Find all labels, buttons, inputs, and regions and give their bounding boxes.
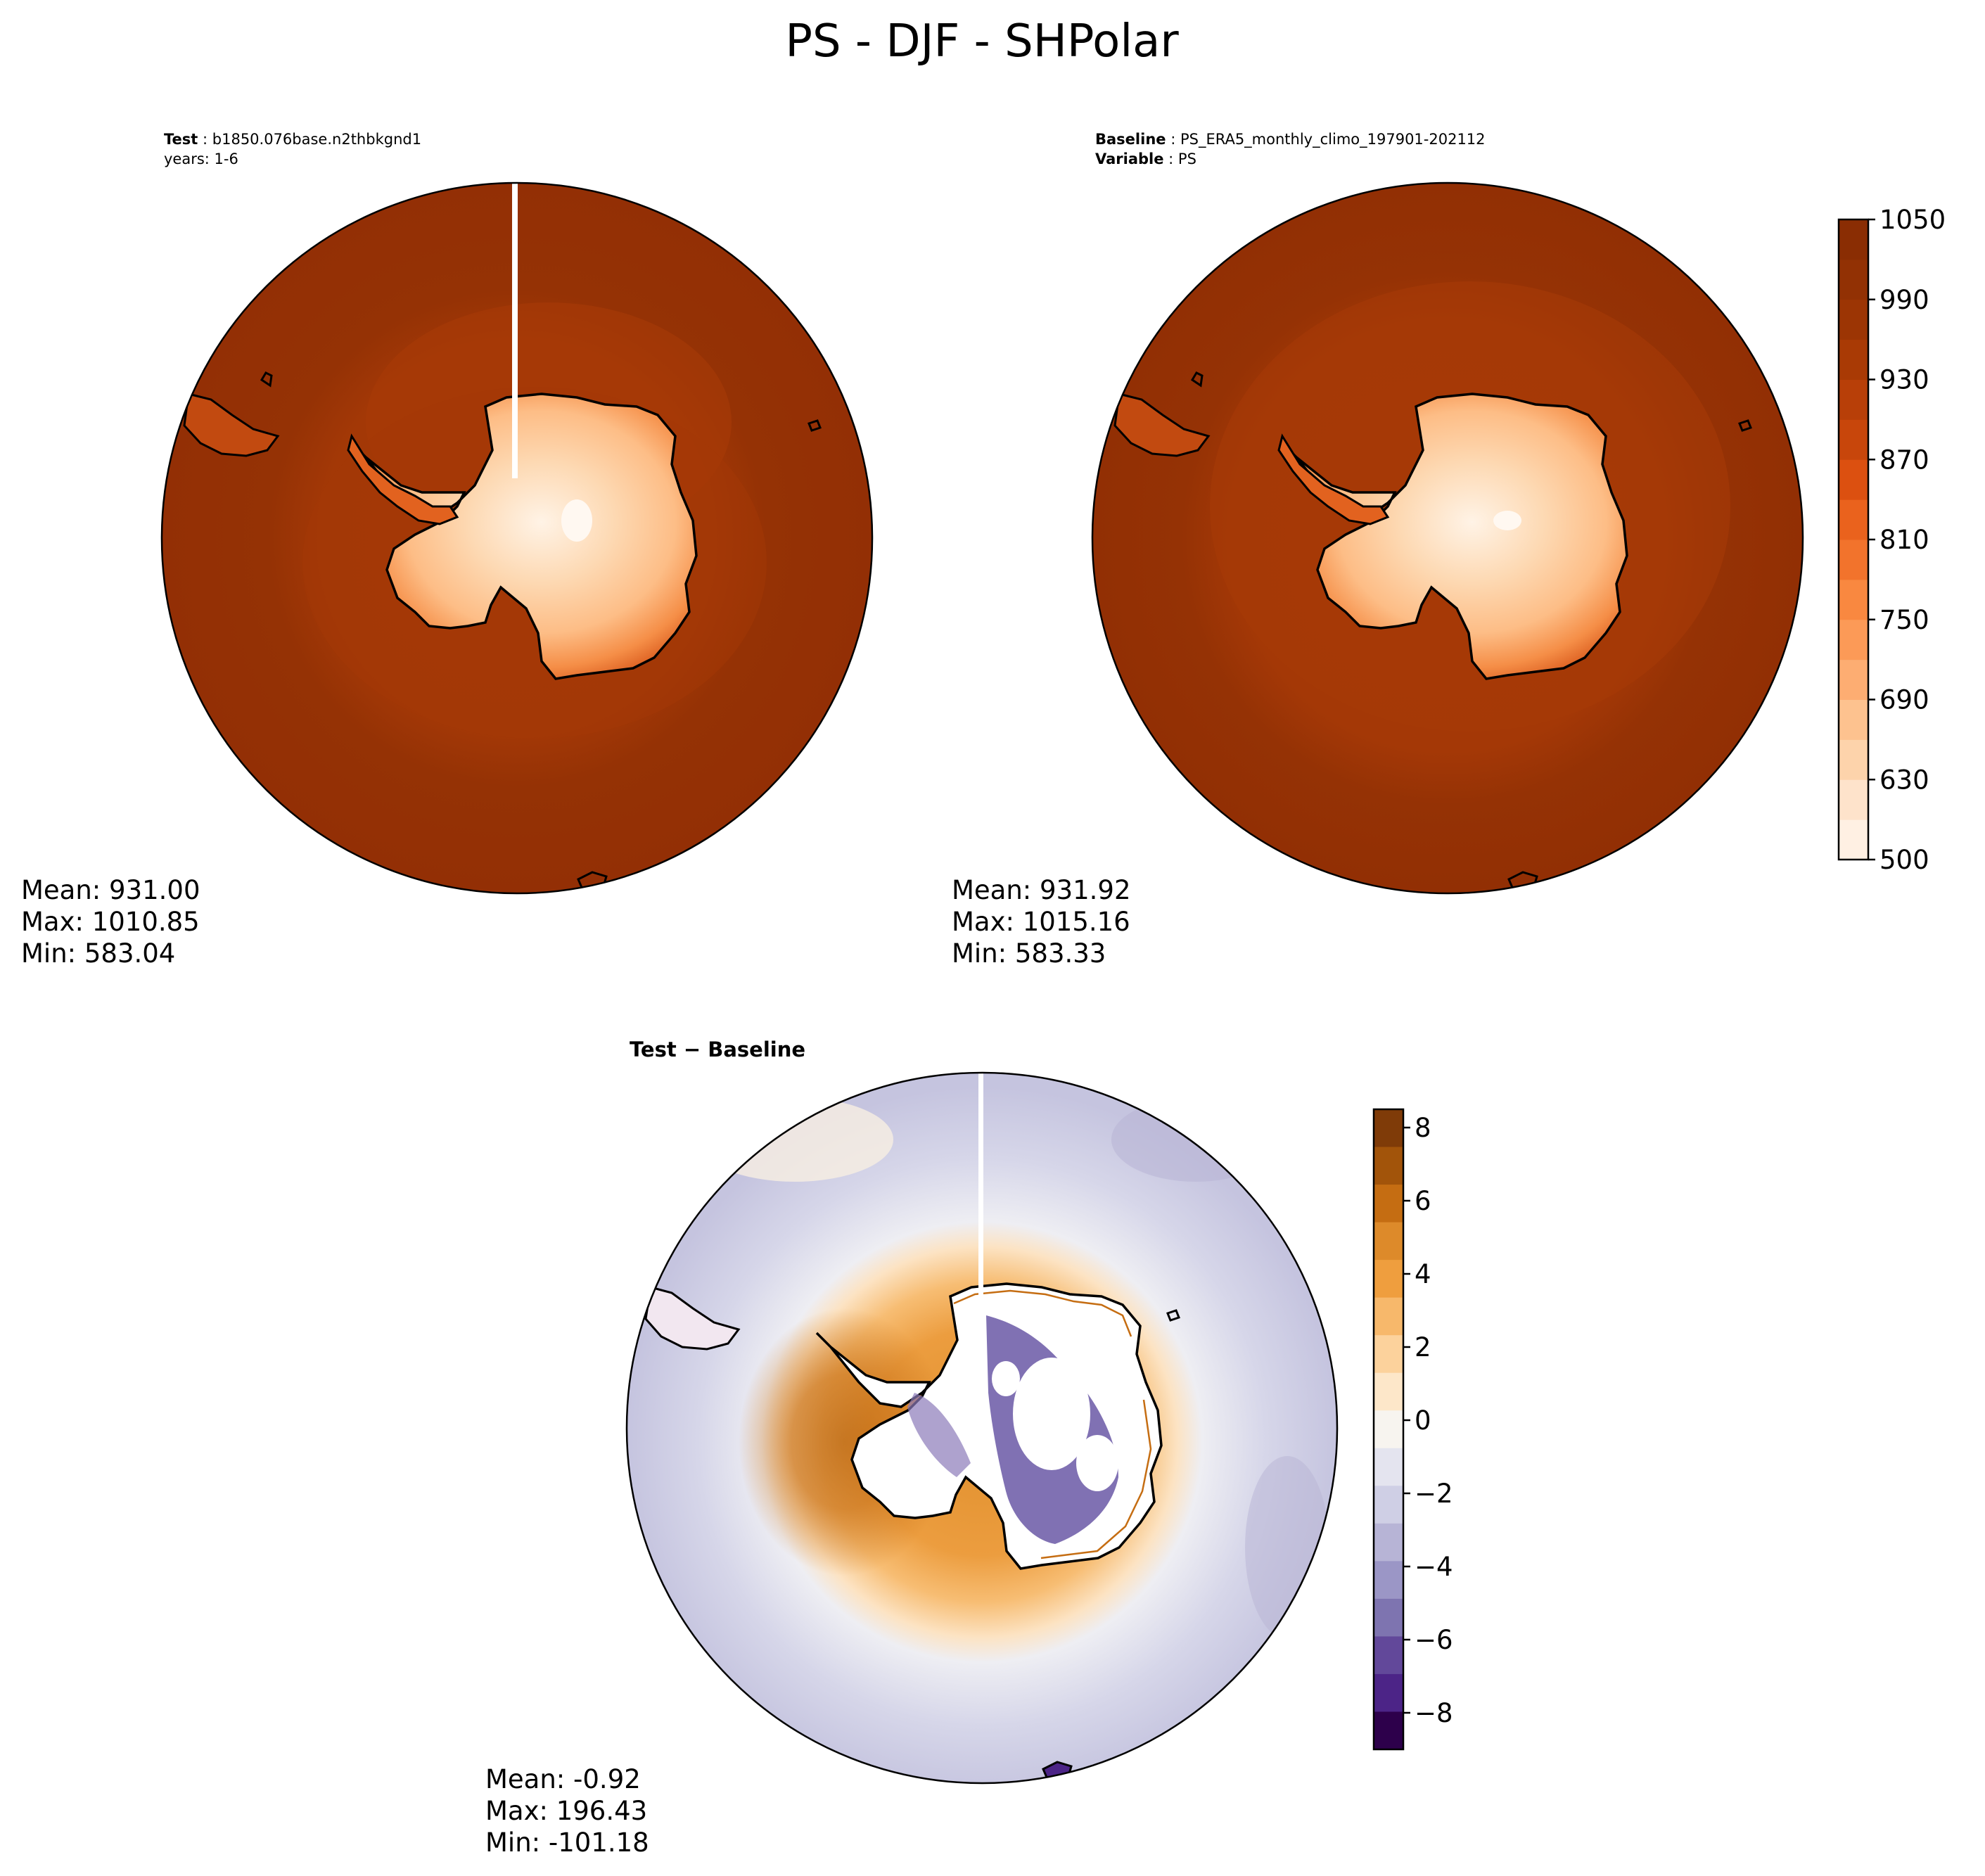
panel-baseline-header-line2: Variable : PS (1095, 151, 1196, 167)
panel-difference-header: Test − Baseline (630, 1038, 805, 1061)
panel-baseline-map (1092, 183, 1803, 893)
panel-difference-stat-max: Max: 196.43 (485, 1796, 647, 1826)
panel-test-stat-mean: Mean: 931.00 (21, 875, 200, 905)
panel-test-header-line2: years: 1-6 (164, 151, 238, 167)
colorbar-difference-tick-label: 4 (1415, 1259, 1431, 1289)
colorbar-difference-segment (1374, 1636, 1403, 1675)
colorbar-ps-segment (1839, 259, 1868, 300)
colorbar-ps-tick-label: 690 (1879, 685, 1929, 715)
colorbar-difference-tick-label: 8 (1415, 1113, 1431, 1143)
colorbar-difference-segment (1374, 1260, 1403, 1298)
colorbar-ps-tick-label: 930 (1879, 365, 1929, 395)
panel-baseline-stat-mean: Mean: 931.92 (952, 875, 1131, 905)
colorbar-ps-tick-label: 810 (1879, 525, 1929, 555)
colorbar-ps-tick-label: 500 (1879, 845, 1929, 875)
colorbar-difference: 8 6 4 2 0 −2 −4 −6 −8 (1372, 1108, 1453, 1751)
colorbar-ps-tick-label: 1050 (1879, 205, 1946, 235)
panel-test-map (162, 183, 872, 893)
colorbar-ps-tick-label: 870 (1879, 445, 1929, 475)
panel-baseline-stat-min: Min: 583.33 (952, 938, 1106, 969)
panel-difference-south-america (644, 1286, 741, 1351)
panel-test-header-label: Test (164, 131, 198, 148)
colorbar-difference-tick-label: −6 (1415, 1625, 1453, 1655)
panel-baseline-variable-value: PS (1178, 151, 1196, 167)
colorbar-difference-tick-label: −4 (1415, 1552, 1453, 1582)
panel-test-south-america (183, 393, 280, 457)
colorbar-difference-frame (1372, 1108, 1405, 1751)
colorbar-difference-segment (1374, 1486, 1403, 1524)
colorbar-ps-segment (1839, 699, 1868, 740)
colorbar-difference-segment (1374, 1147, 1403, 1185)
panel-difference-map (627, 1073, 1337, 1783)
colorbar-difference-segment (1374, 1561, 1403, 1600)
colorbar-difference-segment (1374, 1372, 1403, 1411)
panel-test-stat-min: Min: 583.04 (21, 938, 175, 969)
colorbar-difference-segment (1374, 1448, 1403, 1486)
panel-difference-stat-mean: Mean: -0.92 (485, 1764, 641, 1794)
colorbar-ps-segment (1839, 739, 1868, 780)
colorbar-ps: 500 630 690 750 810 870 930 990 1050 (1837, 205, 1946, 875)
colorbar-difference-segment (1374, 1109, 1403, 1148)
panel-test-header-value: b1850.076base.n2thbkgnd1 (212, 131, 421, 148)
colorbar-difference-segment (1374, 1185, 1403, 1223)
colorbar-difference-tick-label: 6 (1415, 1186, 1431, 1216)
colorbar-difference-segment (1374, 1222, 1403, 1261)
colorbar-difference-tick-label: 2 (1415, 1332, 1431, 1363)
colorbar-ps-segment (1839, 459, 1868, 500)
colorbar-ps-tick-label: 750 (1879, 605, 1929, 635)
colorbar-ps-segment (1839, 819, 1868, 860)
colorbar-ps-segment (1839, 299, 1868, 340)
panel-baseline-header-label: Baseline (1095, 131, 1166, 148)
panel-test-stat-max: Max: 1010.85 (21, 907, 200, 937)
colorbar-difference-segment (1374, 1673, 1403, 1712)
colorbar-difference-tick-label: −2 (1415, 1479, 1453, 1509)
colorbar-difference-segment (1374, 1335, 1403, 1374)
colorbar-difference-segment (1374, 1523, 1403, 1562)
colorbar-difference-tick-label: −8 (1415, 1698, 1453, 1728)
panel-baseline-header-value: PS_ERA5_monthly_climo_197901-202112 (1180, 131, 1486, 148)
colorbar-difference-segment (1374, 1297, 1403, 1336)
panel-baseline: Baseline : PS_ERA5_monthly_climo_197901-… (952, 131, 1804, 969)
panel-difference: Test − Baseline Mean: -0.92 Max: 196.43 … (485, 1038, 1339, 1858)
colorbar-difference-segment (1374, 1711, 1403, 1750)
colorbar-ps-segment (1839, 659, 1868, 700)
panel-test-header-line1: Test : b1850.076base.n2thbkgnd1 (164, 131, 421, 148)
colorbar-ps-tick-label: 630 (1879, 765, 1929, 795)
colorbar-ps-segment (1839, 579, 1868, 620)
panel-baseline-header-line1: Baseline : PS_ERA5_monthly_climo_197901-… (1095, 131, 1486, 148)
colorbar-ps-segment (1839, 219, 1868, 260)
colorbar-difference-tick-label: 0 (1415, 1405, 1431, 1436)
colorbar-ps-segment (1839, 619, 1868, 661)
colorbar-ps-segment (1839, 540, 1868, 580)
panel-baseline-variable-label: Variable (1095, 151, 1163, 167)
colorbar-ps-segment (1839, 379, 1868, 420)
colorbar-difference-segment (1374, 1410, 1403, 1449)
colorbar-ps-segment (1839, 779, 1868, 820)
colorbar-difference-segment (1374, 1598, 1403, 1637)
panel-baseline-stat-max: Max: 1015.16 (952, 907, 1130, 937)
colorbar-ps-tick-label: 990 (1879, 285, 1929, 315)
colorbar-ps-segment (1839, 339, 1868, 380)
panel-test: Test : b1850.076base.n2thbkgnd1 years: 1… (21, 131, 874, 969)
panel-baseline-south-america (1113, 393, 1211, 457)
colorbar-ps-segment (1839, 499, 1868, 540)
colorbar-ps-segment (1839, 419, 1868, 460)
panel-difference-stat-min: Min: -101.18 (485, 1827, 649, 1858)
figure-title: PS - DJF - SHPolar (785, 15, 1179, 68)
